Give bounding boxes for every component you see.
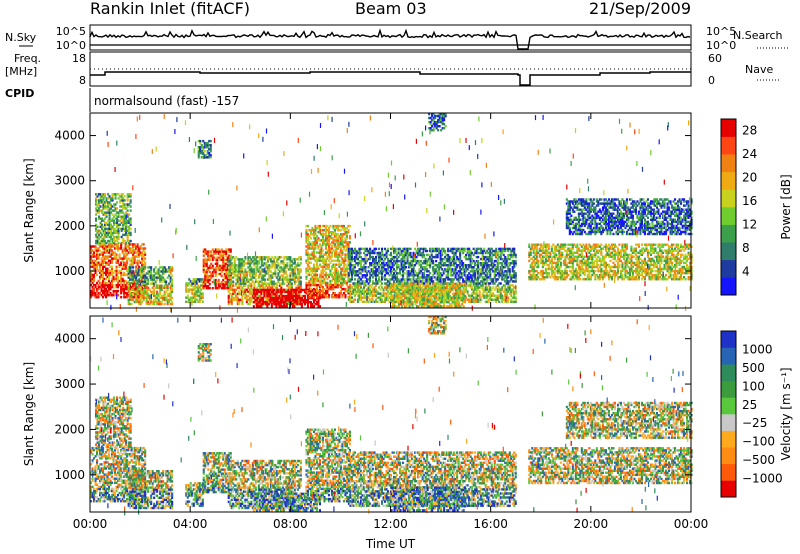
cpid-text: normalsound (fast) -157 xyxy=(94,94,240,108)
power-colorbar-tick: 24 xyxy=(742,147,757,161)
power-colorbar-frame xyxy=(720,118,737,296)
velocity-colorbar-cell xyxy=(721,331,736,348)
power-ylabel: Slant Range [km] xyxy=(22,158,36,262)
power-y-tick-label: 2000 xyxy=(54,219,85,233)
power-colorbar-cell xyxy=(721,136,736,155)
power-colorbar-label: Power [dB] xyxy=(779,174,793,239)
power-colorbar-cell xyxy=(721,224,736,243)
velocity-echo-cells xyxy=(90,315,693,516)
velocity-y-tick-label: 2000 xyxy=(54,422,85,436)
freq-tick-bottom: 8 xyxy=(79,74,86,87)
freq-label-line2: [MHz] xyxy=(5,65,38,78)
velocity-colorbar-cell xyxy=(721,347,736,365)
x-tick-label: 04:00 xyxy=(173,517,208,531)
velocity-ylabel: Slant Range [km] xyxy=(22,362,36,466)
velocity-colorbar-tick: 1000 xyxy=(742,342,773,356)
power-colorbar-tick: 12 xyxy=(742,218,757,232)
nsky-tick-bottom: 10^0 xyxy=(56,39,86,52)
nsearch-label: N.Search xyxy=(733,29,783,42)
x-tick-label: 16:00 xyxy=(473,517,508,531)
velocity-colorbar-tick: 25 xyxy=(742,398,757,412)
freq-label-line1: Freq. xyxy=(14,52,42,65)
station-title: Rankin Inlet (fitACF) xyxy=(90,0,251,18)
velocity-y-tick-label: 4000 xyxy=(54,332,85,346)
velocity-colorbar-cell xyxy=(721,480,736,498)
velocity-colorbar-tick: −100 xyxy=(742,435,775,449)
nave-label: Nave xyxy=(745,63,774,76)
x-tick-label: 08:00 xyxy=(273,517,308,531)
velocity-colorbar-cell xyxy=(721,380,736,398)
power-colorbar-cell xyxy=(721,277,736,296)
power-colorbar-cell xyxy=(721,154,736,173)
power-echo-cells xyxy=(90,112,693,313)
velocity-colorbar-tick: −500 xyxy=(742,453,775,467)
power-y-tick-label: 4000 xyxy=(54,129,85,143)
velocity-colorbar-tick: −25 xyxy=(742,416,767,430)
power-colorbar-cell xyxy=(721,207,736,225)
x-tick-label: 20:00 xyxy=(574,517,609,531)
power-colorbar-cell xyxy=(721,189,736,208)
xlabel: Time UT xyxy=(365,537,416,551)
nsky-label: N.Sky xyxy=(5,31,37,44)
power-y-tick-label: 1000 xyxy=(54,264,85,278)
power-y-tick-label: 3000 xyxy=(54,174,85,188)
velocity-colorbar-cell xyxy=(721,414,736,431)
velocity-colorbar-tick: 500 xyxy=(742,361,765,375)
freq-tick-top: 18 xyxy=(72,52,86,65)
velocity-colorbar-cell xyxy=(721,430,736,448)
nsky-trace xyxy=(89,28,691,50)
power-colorbar-cell xyxy=(721,171,736,190)
power-colorbar-tick: 8 xyxy=(742,241,750,255)
velocity-colorbar-tick: −1000 xyxy=(742,472,783,486)
beam-title: Beam 03 xyxy=(355,0,427,18)
nsky-tick-top: 10^5 xyxy=(56,25,86,38)
power-colorbar-cell xyxy=(721,119,736,137)
nsky-strip-frame xyxy=(89,24,692,51)
power-colorbar-tick: 28 xyxy=(742,124,757,138)
nsearch-tick-top: 10^5 xyxy=(706,25,736,38)
velocity-y-tick-label: 1000 xyxy=(54,468,85,482)
power-colorbar-cell xyxy=(721,242,736,261)
velocity-colorbar-frame xyxy=(720,330,737,498)
velocity-colorbar-cell xyxy=(721,364,736,382)
velocity-colorbar-cell xyxy=(721,447,736,465)
power-colorbar-tick: 4 xyxy=(742,265,750,279)
power-colorbar-tick: 16 xyxy=(742,194,757,208)
velocity-colorbar-cell xyxy=(721,463,736,481)
velocity-y-tick-label: 3000 xyxy=(54,377,85,391)
cpid-label: CPID xyxy=(5,87,35,100)
x-tick-label: 00:00 xyxy=(674,517,709,531)
power-colorbar-cell xyxy=(721,259,736,278)
velocity-colorbar-label: Velocity [m s⁻¹] xyxy=(779,367,793,460)
freq-trace xyxy=(90,71,691,86)
x-tick-label: 12:00 xyxy=(373,517,408,531)
velocity-colorbar-cell xyxy=(721,397,736,415)
date-title: 21/Sep/2009 xyxy=(589,0,692,18)
power-colorbar-tick: 20 xyxy=(742,171,757,185)
x-tick-label: 00:00 xyxy=(73,517,108,531)
nave-tick-bottom: 0 xyxy=(708,74,715,87)
velocity-colorbar-tick: 100 xyxy=(742,379,765,393)
nave-tick-top: 60 xyxy=(708,52,722,65)
nsearch-tick-bottom: 10^0 xyxy=(706,39,736,52)
